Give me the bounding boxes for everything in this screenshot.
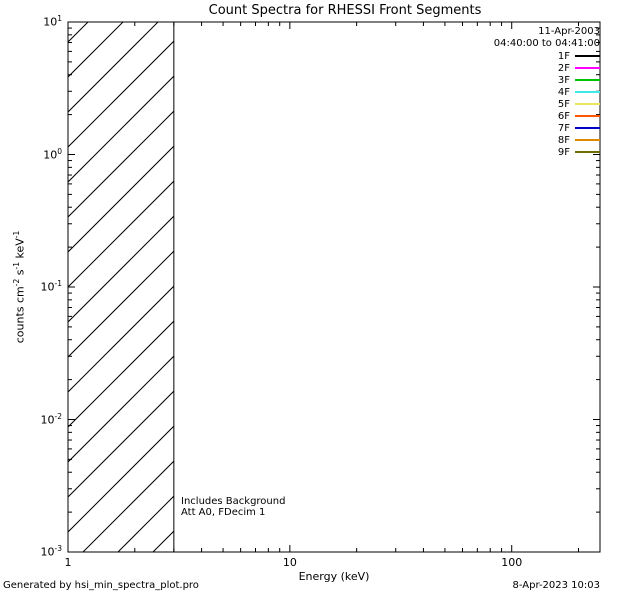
legend-entry: 7F xyxy=(494,122,600,134)
legend-time-range: 04:40:00 to 04:41:00 xyxy=(493,38,600,49)
legend-entry-label: 2F xyxy=(557,62,570,74)
y-tick-label: 100 xyxy=(43,146,62,161)
legend-entry: 1F xyxy=(494,50,600,62)
chart-title: Count Spectra for RHESSI Front Segments xyxy=(208,3,482,18)
x-tick-label: 10 xyxy=(282,556,297,569)
legend-color-line-icon xyxy=(575,127,600,129)
y-tick-label: 10-1 xyxy=(40,278,62,294)
legend-color-line-icon xyxy=(575,55,600,57)
legend-entry: 5F xyxy=(494,98,600,110)
y-axis-label: counts cm-2 s-1 keV-1 xyxy=(11,230,27,344)
legend-color-line-icon xyxy=(575,79,600,81)
legend-date: 11-Apr-2003 xyxy=(538,26,600,37)
legend-entry: 3F xyxy=(494,74,600,86)
legend-color-line-icon xyxy=(575,115,600,117)
legend-entry-label: 1F xyxy=(557,50,570,62)
annotation-attenuator: Att A0, FDecim 1 xyxy=(181,507,266,518)
legend-color-line-icon xyxy=(575,67,600,69)
footer-generator: Generated by hsi_min_spectra_plot.pro xyxy=(3,580,199,591)
legend: 11-Apr-2003 04:40:00 to 04:41:00 1F 2F 3F 4… xyxy=(494,26,600,158)
x-tick-label: 1 xyxy=(64,556,72,569)
plot-annotations: Includes Background Att A0, FDecim 1 xyxy=(181,496,285,518)
legend-color-line-icon xyxy=(575,151,600,153)
footer-datetime: 8-Apr-2023 10:03 xyxy=(512,580,600,591)
legend-entry-label: 3F xyxy=(557,74,570,86)
legend-entry-label: 9F xyxy=(557,146,570,158)
annotation-background: Includes Background xyxy=(181,496,286,507)
x-tick-label: 100 xyxy=(501,556,523,569)
legend-entry: 9F xyxy=(494,146,600,158)
axis-ticks xyxy=(67,21,600,553)
legend-entry: 6F xyxy=(494,110,600,122)
legend-entries: 1F 2F 3F 4F 5F 6F 7F 8F 9F xyxy=(494,50,600,158)
legend-color-line-icon xyxy=(575,91,600,93)
legend-entry: 8F xyxy=(494,134,600,146)
legend-color-line-icon xyxy=(575,139,600,141)
legend-entry-label: 6F xyxy=(557,110,570,122)
y-tick-label: 10-3 xyxy=(40,543,62,559)
hatched-region xyxy=(68,22,174,552)
x-axis-label: Energy (keV) xyxy=(298,570,370,583)
legend-entry-label: 5F xyxy=(557,98,570,110)
y-tick-label: 101 xyxy=(43,13,62,29)
legend-color-line-icon xyxy=(575,103,600,105)
legend-entry-label: 8F xyxy=(557,134,570,146)
legend-entry-label: 7F xyxy=(557,122,570,134)
legend-entry-label: 4F xyxy=(557,86,570,98)
legend-entry: 4F xyxy=(494,86,600,98)
y-tick-label: 10-2 xyxy=(40,411,62,426)
legend-entry: 2F xyxy=(494,62,600,74)
